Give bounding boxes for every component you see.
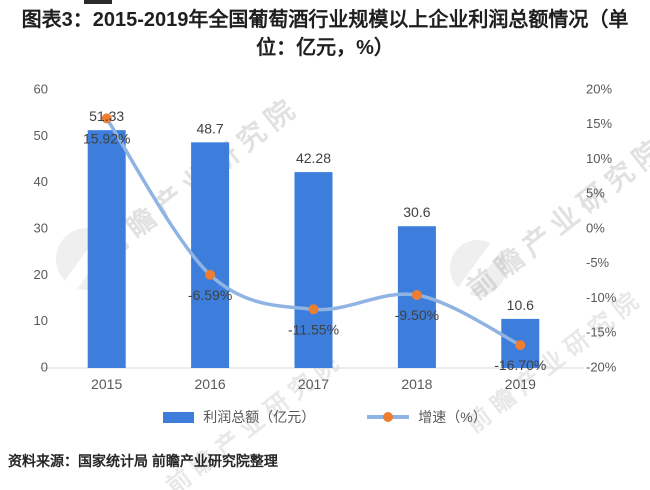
left-axis-tick: 10 xyxy=(34,313,48,328)
line-marker-2015 xyxy=(101,113,112,124)
right-axis-tick: 20% xyxy=(586,81,612,96)
legend-label-growth: 增速（%） xyxy=(418,409,487,425)
line-marker-2016 xyxy=(205,269,216,280)
right-axis-tick: 0% xyxy=(586,220,605,235)
cropped-text-artifact xyxy=(84,0,112,4)
bar-2016 xyxy=(191,142,230,368)
bar-series-swatch xyxy=(163,411,195,423)
x-axis-label: 2017 xyxy=(298,376,329,392)
growth-value-label: -9.50% xyxy=(395,307,439,323)
left-axis-tick: 40 xyxy=(34,174,48,189)
legend-item-profit: 利润总额（亿元） xyxy=(163,407,315,427)
right-axis-tick: -10% xyxy=(586,290,617,305)
legend-item-growth: 增速（%） xyxy=(367,407,487,427)
right-axis-tick: -15% xyxy=(586,325,617,340)
right-axis-tick: 5% xyxy=(586,186,605,201)
line-marker-2019 xyxy=(515,340,526,351)
line-marker-2018 xyxy=(411,290,422,301)
line-marker-swatch xyxy=(383,412,394,422)
combo-chart: 0 10 20 30 40 50 60 20% 15% 10% 5% 0% -5% -10% -15% -20… xyxy=(34,81,617,392)
bar-2017 xyxy=(294,172,333,368)
left-axis-tick: 50 xyxy=(34,128,48,143)
bar-value-label: 48.7 xyxy=(196,120,223,136)
chart-title: 图表3：2015-2019年全国葡萄酒行业规模以上企业利润总额情况（单位：亿元，… xyxy=(21,9,629,59)
bar-value-label: 42.28 xyxy=(296,150,331,166)
x-axis-label: 2016 xyxy=(195,376,226,392)
bar-value-label: 51.33 xyxy=(89,108,124,124)
bar-2015 xyxy=(87,130,126,368)
left-axis-tick: 30 xyxy=(34,220,48,235)
bar-value-label: 30.6 xyxy=(403,204,430,220)
right-axis-tick: -20% xyxy=(586,359,617,374)
left-axis-tick: 0 xyxy=(41,359,48,374)
line-series-swatch xyxy=(367,412,410,422)
left-axis-tick: 60 xyxy=(34,81,48,96)
x-axis-label: 2019 xyxy=(505,376,536,392)
growth-value-label: 15.92% xyxy=(83,130,130,146)
right-axis-tick: 15% xyxy=(586,116,612,131)
x-axis-label: 2015 xyxy=(91,376,122,392)
growth-value-label: -16.70% xyxy=(494,357,546,373)
chart-legend: 利润总额（亿元） 增速（%） xyxy=(0,405,650,429)
x-axis-label: 2018 xyxy=(401,376,432,392)
growth-value-label: -11.55% xyxy=(288,321,339,337)
line-marker-2017 xyxy=(308,304,319,315)
bar-value-label: 10.6 xyxy=(507,297,534,313)
growth-value-label: -6.59% xyxy=(188,287,232,303)
right-axis-tick: 10% xyxy=(586,151,612,166)
legend-label-profit: 利润总额（亿元） xyxy=(203,409,316,425)
left-axis-tick: 20 xyxy=(34,267,48,282)
data-source: 资料来源：国家统计局 前瞻产业研究院整理 xyxy=(8,453,278,469)
right-axis-tick: -5% xyxy=(586,255,610,270)
